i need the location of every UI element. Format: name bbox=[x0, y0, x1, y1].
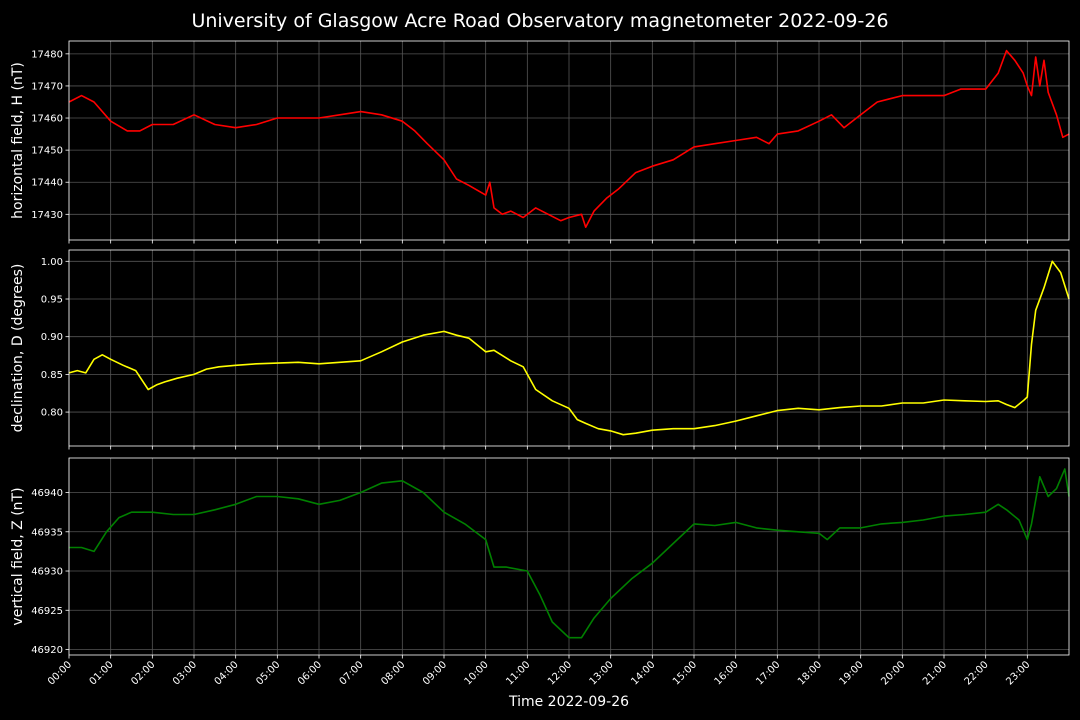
panel-3-ylabel: vertical field, Z (nT) bbox=[10, 487, 26, 625]
xtick-label: 09:00 bbox=[421, 659, 449, 687]
xtick-label: 19:00 bbox=[838, 659, 866, 687]
xtick-label: 23:00 bbox=[1004, 659, 1032, 687]
xtick-label: 10:00 bbox=[463, 659, 491, 687]
xtick-label: 14:00 bbox=[629, 659, 657, 687]
panel-2-ytick-label: 0.80 bbox=[41, 408, 63, 419]
panel-2-series-line bbox=[68, 260, 1070, 436]
panel-2-ytick-label: 0.90 bbox=[41, 332, 63, 343]
panel-3-frame bbox=[68, 457, 1070, 656]
panel-3-ytick-label: 46920 bbox=[31, 645, 63, 656]
panel-1-ytick-label: 17450 bbox=[31, 146, 63, 157]
x-axis-label: Time 2022-09-26 bbox=[508, 694, 629, 710]
panel-2-ytick-label: 1.00 bbox=[41, 257, 63, 268]
panel-1-ytick-label: 17440 bbox=[31, 178, 63, 189]
xtick-label: 18:00 bbox=[796, 659, 824, 687]
panel-1-ytick-label: 17480 bbox=[31, 49, 63, 60]
xtick-label: 12:00 bbox=[546, 659, 574, 687]
xtick-label: 08:00 bbox=[379, 659, 407, 687]
panel-1-ytick-label: 17430 bbox=[31, 210, 63, 221]
xtick-label: 16:00 bbox=[713, 659, 741, 687]
xtick-label: 06:00 bbox=[296, 659, 324, 687]
xtick-label: 05:00 bbox=[254, 659, 282, 687]
panel-1-ylabel: horizontal field, H (nT) bbox=[10, 62, 26, 219]
xtick-label: 04:00 bbox=[213, 659, 241, 687]
panel-1-frame bbox=[68, 40, 1070, 241]
xtick-label: 15:00 bbox=[671, 659, 699, 687]
panel-3-ytick-label: 46935 bbox=[31, 527, 63, 538]
panel-2-ytick-label: 0.95 bbox=[41, 295, 63, 306]
panel-2-frame bbox=[68, 249, 1070, 447]
panel-3-ytick-label: 46930 bbox=[31, 567, 63, 578]
xtick-label: 03:00 bbox=[171, 659, 199, 687]
xtick-label: 17:00 bbox=[754, 659, 782, 687]
panel-1-series-line bbox=[68, 49, 1070, 228]
xtick-label: 22:00 bbox=[963, 659, 991, 687]
xtick-label: 07:00 bbox=[338, 659, 366, 687]
xtick-label: 11:00 bbox=[504, 659, 532, 687]
xtick-label: 00:00 bbox=[46, 659, 74, 687]
xtick-label: 01:00 bbox=[88, 659, 116, 687]
chart-title: University of Glasgow Acre Road Observat… bbox=[191, 10, 889, 32]
xtick-label: 02:00 bbox=[129, 659, 157, 687]
panel-1-ytick-label: 17470 bbox=[31, 81, 63, 92]
panel-3-series-line bbox=[69, 468, 1070, 639]
panel-3-ytick-label: 46925 bbox=[31, 606, 63, 617]
panel-2-ytick-label: 0.85 bbox=[41, 370, 63, 381]
xtick-label: 21:00 bbox=[921, 659, 949, 687]
xtick-label: 13:00 bbox=[588, 659, 616, 687]
xtick-label: 20:00 bbox=[879, 659, 907, 687]
panel-1-ytick-label: 17460 bbox=[31, 114, 63, 125]
panel-3-ytick-label: 46940 bbox=[31, 488, 63, 499]
panel-2-ylabel: declination, D (degrees) bbox=[10, 264, 26, 433]
